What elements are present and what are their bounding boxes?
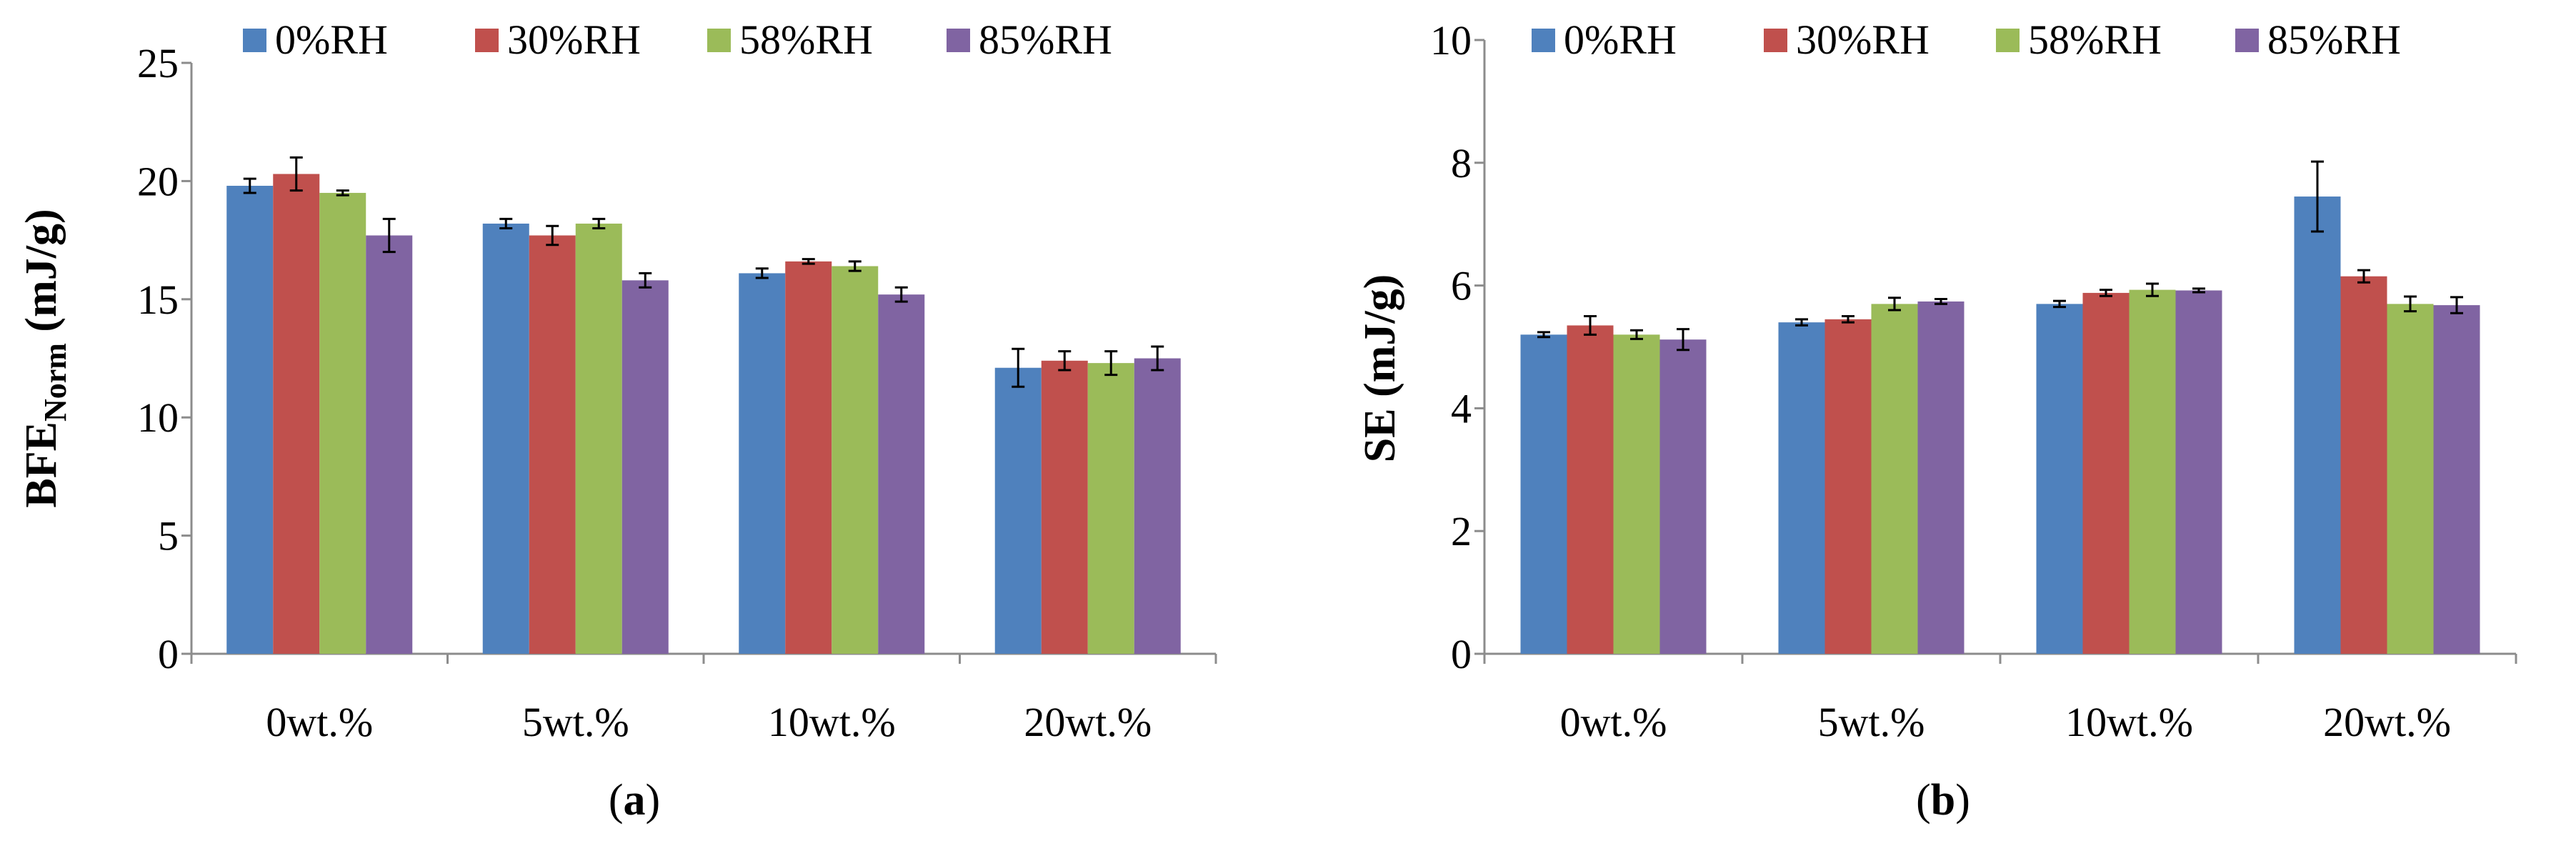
bar-30pctrh — [2082, 292, 2130, 654]
legend-label: 30%RH — [1796, 16, 1929, 63]
caption-close: ) — [646, 776, 661, 825]
caption-open: ( — [1916, 776, 1931, 825]
y-tick-label: 5 — [158, 513, 179, 559]
x-tick-label: 20wt.% — [2323, 699, 2451, 745]
bar-0pctrh — [226, 186, 274, 654]
panel-caption: (b) — [1916, 776, 1970, 825]
legend-swatch — [1532, 29, 1555, 52]
legend-swatch — [243, 29, 266, 52]
bar-0pctrh — [994, 367, 1042, 654]
bar-58pctrh — [2129, 289, 2176, 654]
legend-label: 0%RH — [1564, 16, 1677, 63]
bar-58pctrh — [1087, 363, 1134, 654]
bar-30pctrh — [2340, 276, 2387, 655]
bar-30pctrh — [1041, 360, 1088, 654]
y-tick-label: 20 — [137, 158, 179, 204]
legend-swatch — [947, 29, 970, 52]
y-tick-label: 15 — [137, 277, 179, 323]
chart-panel-b: 0 2 4 6 8 10 0wt.% 5wt.% 10wt.% 20wt.% 0%RH 30%RH 58… — [1356, 16, 2517, 825]
bar-85pctrh — [2175, 290, 2222, 654]
bar-30pctrh — [1824, 319, 1872, 654]
caption-letter: a — [624, 776, 646, 825]
y-tick-label: 8 — [1451, 140, 1472, 186]
legend-swatch — [2235, 29, 2259, 52]
legend-swatch — [1764, 29, 1787, 52]
y-tick-label: 2 — [1451, 508, 1472, 554]
bar-85pctrh — [1917, 301, 1965, 654]
legend-label: 0%RH — [275, 16, 388, 63]
x-tick-label: 20wt.% — [1024, 699, 1152, 745]
bar-58pctrh — [1871, 304, 1918, 654]
bar-58pctrh — [2387, 304, 2434, 654]
caption-open: ( — [609, 776, 624, 825]
bar-0pctrh — [739, 273, 786, 654]
legend-swatch — [707, 29, 731, 52]
bar-30pctrh — [785, 261, 832, 654]
y-tick-label: 4 — [1451, 385, 1472, 432]
bar-30pctrh — [273, 174, 320, 654]
y-axis-title-unit: (mJ/g) — [17, 209, 66, 343]
caption-close: ) — [1955, 776, 1970, 825]
y-tick-label: 25 — [137, 40, 179, 86]
bar-85pctrh — [878, 294, 925, 654]
y-tick-label: 0 — [158, 631, 179, 677]
legend-swatch — [475, 29, 499, 52]
x-tick-label: 0wt.% — [266, 699, 373, 745]
bar-85pctrh — [366, 235, 413, 654]
y-axis-title-unit: (mJ/g) — [1356, 274, 1404, 409]
panel-caption: (a) — [609, 776, 660, 825]
legend-label: 85%RH — [979, 16, 1112, 63]
bar-85pctrh — [1134, 358, 1181, 654]
bar-58pctrh — [832, 266, 879, 654]
y-axis-title: SE (mJ/g) — [1356, 274, 1404, 463]
bar-85pctrh — [621, 280, 669, 654]
bar-0pctrh — [482, 223, 529, 655]
legend-swatch — [1996, 29, 2020, 52]
caption-letter: b — [1931, 776, 1955, 825]
y-axis-title: BFENorm (mJ/g) — [17, 209, 73, 507]
bar-30pctrh — [529, 235, 576, 654]
y-axis-title-main: SE — [1356, 408, 1404, 462]
bar-0pctrh — [2294, 196, 2341, 654]
bar-30pctrh — [1567, 325, 1614, 654]
bar-0pctrh — [2036, 304, 2083, 654]
bar-85pctrh — [2433, 305, 2480, 654]
bar-85pctrh — [1659, 339, 1707, 654]
bar-58pctrh — [1613, 334, 1660, 654]
legend-label: 58%RH — [739, 16, 873, 63]
y-tick-label: 0 — [1451, 631, 1472, 677]
legend-label: 30%RH — [507, 16, 641, 63]
y-axis-title-subscript: Norm — [38, 343, 73, 422]
bar-0pctrh — [1778, 322, 1825, 654]
y-axis-title-main: BFE — [17, 422, 66, 508]
y-tick-label: 10 — [1430, 17, 1472, 64]
legend-label: 85%RH — [2267, 16, 2401, 63]
x-tick-label: 5wt.% — [522, 699, 629, 745]
x-tick-label: 10wt.% — [2065, 699, 2193, 745]
y-tick-label: 10 — [137, 394, 179, 441]
bar-0pctrh — [1520, 334, 1567, 654]
bar-58pctrh — [575, 223, 622, 655]
chart-panel-a: 0 5 10 15 20 25 0wt.% 5wt.% 10wt.% 20wt.% 0%RH 30%R… — [17, 16, 1217, 825]
x-tick-label: 0wt.% — [1560, 699, 1667, 745]
x-tick-label: 5wt.% — [1818, 699, 1925, 745]
legend-label: 58%RH — [2028, 16, 2162, 63]
y-tick-label: 6 — [1451, 263, 1472, 309]
x-tick-label: 10wt.% — [768, 699, 896, 745]
bar-58pctrh — [319, 192, 366, 654]
